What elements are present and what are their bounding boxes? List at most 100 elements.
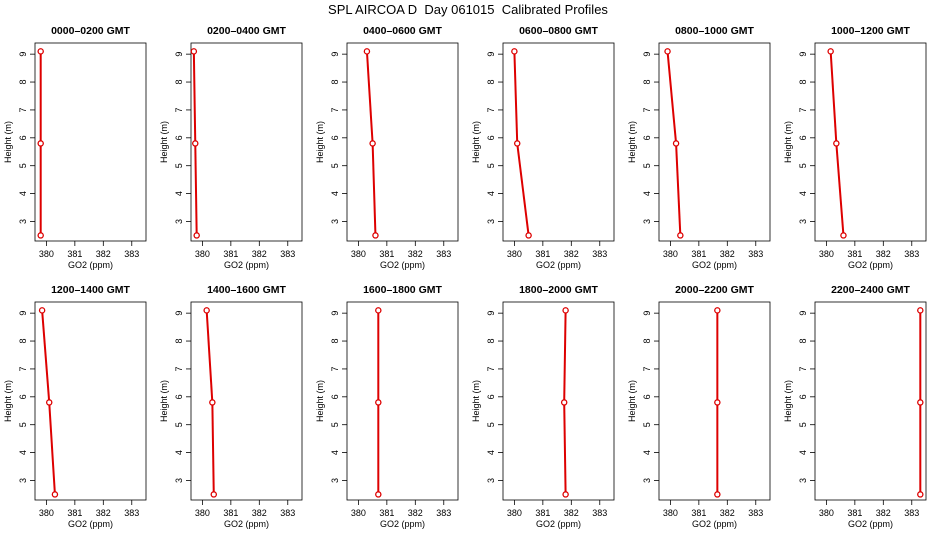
y-axis-label: Height (m): [471, 380, 481, 422]
data-point: [375, 491, 382, 498]
x-tick-label: 380: [351, 249, 366, 259]
x-tick-label: 380: [195, 508, 210, 518]
y-axis-label: Height (m): [783, 380, 793, 422]
profile-line-segment: [563, 310, 567, 403]
plot-frame: [658, 301, 771, 501]
x-axis-label: GO2 (ppm): [380, 260, 425, 270]
y-tick-label: 6: [18, 394, 28, 399]
x-axis-label: GO2 (ppm): [848, 519, 893, 529]
x-tick-label: 380: [663, 508, 678, 518]
y-tick-label: 6: [486, 394, 496, 399]
y-tick-label: 6: [642, 394, 652, 399]
y-axis-label: Height (m): [315, 121, 325, 163]
y-tick-label: 4: [18, 450, 28, 455]
y-tick-label: 9: [18, 311, 28, 316]
y-tick-label: 8: [798, 80, 808, 85]
y-tick-label: 6: [798, 394, 808, 399]
y-tick-label: 9: [486, 52, 496, 57]
y-tick-label: 5: [798, 163, 808, 168]
y-tick-label: 4: [642, 450, 652, 455]
x-tick-label: 383: [748, 249, 763, 259]
chart-panel-2: 0200–0400 GMT 380 381 382 383 GO2 (ppm) 3 4 5 6 7 8…: [159, 25, 303, 270]
y-tick-label: 5: [18, 163, 28, 168]
panel-title: 0800–1000 GMT: [675, 25, 754, 37]
data-point: [192, 140, 199, 147]
y-axis-label: Height (m): [159, 121, 169, 163]
y-tick-label: 7: [18, 107, 28, 112]
page-title: SPL AIRCOA D Day 061015 Calibrated Profi…: [328, 2, 608, 17]
x-tick-label: 380: [819, 508, 834, 518]
chart-panel-9: 1600–1800 GMT 380 381 382 383 GO2 (ppm) 3 4 5 6 7 8…: [315, 284, 459, 529]
x-axis-label: GO2 (ppm): [848, 260, 893, 270]
x-axis-label: GO2 (ppm): [68, 260, 113, 270]
chart-panel-4: 0600–0800 GMT 380 381 382 383 GO2 (ppm) 3 4 5 6 7 8…: [471, 25, 615, 270]
x-tick-label: 383: [904, 249, 919, 259]
y-tick-label: 6: [330, 135, 340, 140]
data-point: [677, 232, 684, 239]
y-tick-label: 5: [486, 422, 496, 427]
y-tick-label: 3: [174, 478, 184, 483]
y-tick-label: 8: [798, 339, 808, 344]
data-point: [363, 48, 371, 55]
plot-frame: [814, 301, 927, 501]
data-point: [562, 307, 569, 314]
x-axis-label: GO2 (ppm): [380, 519, 425, 529]
y-tick-label: 3: [486, 219, 496, 224]
panel-title: 2200–2400 GMT: [831, 284, 910, 296]
y-tick-label: 5: [330, 163, 340, 168]
y-tick-label: 9: [642, 52, 652, 57]
y-tick-label: 9: [330, 52, 340, 57]
y-tick-label: 5: [486, 163, 496, 168]
data-point: [714, 491, 721, 498]
y-tick-label: 6: [174, 394, 184, 399]
data-point: [562, 491, 569, 498]
y-tick-label: 4: [330, 191, 340, 196]
panel-title: 1000–1200 GMT: [831, 25, 910, 37]
data-point: [38, 307, 46, 314]
x-tick-label: 382: [408, 249, 423, 259]
y-tick-label: 3: [798, 478, 808, 483]
y-tick-label: 7: [330, 366, 340, 371]
chart-panel-10: 1800–2000 GMT 380 381 382 383 GO2 (ppm) 3 4 5 6 7 8…: [471, 284, 615, 529]
plot-frame: [502, 42, 615, 242]
x-tick-label: 381: [223, 508, 238, 518]
chart-panel-7: 1200–1400 GMT 380 381 382 383 GO2 (ppm) 3 4 5 6 7 8…: [3, 284, 147, 529]
profile-line-segment: [211, 402, 215, 495]
x-axis-label: GO2 (ppm): [224, 260, 269, 270]
y-tick-label: 7: [330, 107, 340, 112]
y-tick-label: 5: [642, 163, 652, 168]
panel-title: 0000–0200 GMT: [51, 25, 130, 37]
y-tick-label: 9: [798, 52, 808, 57]
y-tick-label: 4: [174, 191, 184, 196]
profile-line-segment: [41, 310, 51, 403]
x-tick-label: 382: [720, 508, 735, 518]
x-axis-label: GO2 (ppm): [224, 519, 269, 529]
data-point: [193, 232, 200, 239]
x-tick-label: 383: [436, 249, 451, 259]
data-point: [209, 399, 216, 406]
x-tick-label: 383: [904, 508, 919, 518]
data-point: [203, 307, 210, 314]
y-axis-label: Height (m): [159, 380, 169, 422]
data-point: [560, 399, 568, 406]
y-tick-label: 3: [642, 219, 652, 224]
y-tick-label: 6: [18, 135, 28, 140]
x-tick-label: 381: [847, 508, 862, 518]
y-tick-label: 4: [798, 450, 808, 455]
data-point: [45, 399, 53, 406]
x-tick-label: 382: [96, 249, 111, 259]
x-tick-label: 383: [748, 508, 763, 518]
panel-title: 0200–0400 GMT: [207, 25, 286, 37]
profile-line-segment: [371, 143, 377, 236]
data-point: [840, 232, 847, 239]
x-tick-label: 382: [96, 508, 111, 518]
y-tick-label: 6: [330, 394, 340, 399]
x-tick-label: 381: [67, 508, 82, 518]
y-tick-label: 4: [798, 191, 808, 196]
profile-line-segment: [666, 51, 678, 144]
chart-panel-1: 0000–0200 GMT 380 381 382 383 GO2 (ppm) 3 4 5 6 7 8…: [3, 25, 147, 270]
y-tick-label: 4: [486, 191, 496, 196]
x-tick-label: 380: [819, 249, 834, 259]
x-tick-label: 381: [67, 249, 82, 259]
